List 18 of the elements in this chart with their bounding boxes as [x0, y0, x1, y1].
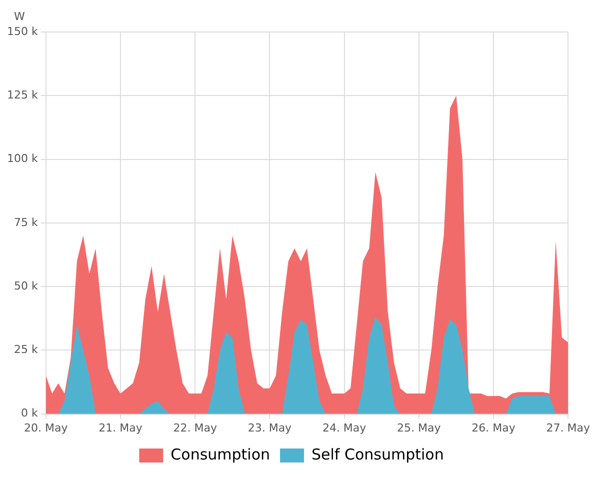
x-tick-label: 24. May [322, 421, 367, 434]
y-tick-label: 50 k [14, 279, 38, 292]
x-tick-label: 22. May [173, 421, 218, 434]
legend-label: Consumption [170, 445, 270, 464]
y-tick-label: 75 k [14, 216, 38, 229]
y-tick-label: 0 k [20, 406, 38, 420]
x-tick-label: 20. May [24, 421, 68, 434]
x-tick-label: 21. May [98, 421, 143, 434]
y-tick-label: 125 k [6, 88, 38, 102]
legend-label: Self Consumption [312, 445, 444, 464]
x-tick-label: 25. May [397, 421, 442, 434]
y-axis-title: W [14, 10, 25, 23]
y-tick-label: 100 k [6, 152, 38, 166]
y-tick-label: 25 k [14, 343, 38, 356]
y-tick-label: 150 k [6, 24, 38, 38]
x-tick-label: 23. May [248, 421, 292, 434]
x-tick-label: 26. May [472, 421, 516, 434]
x-tick-label: 27. May [546, 421, 590, 434]
